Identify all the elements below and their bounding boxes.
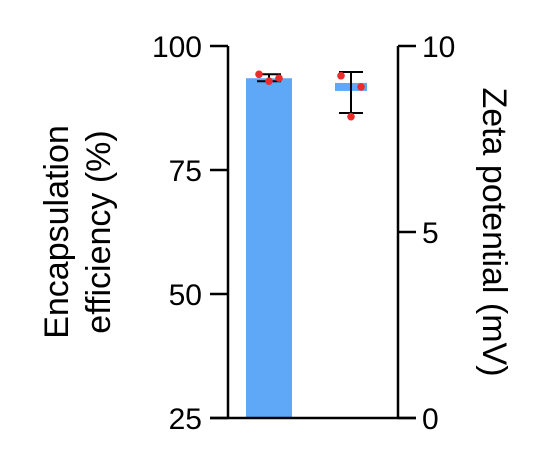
bar-0: [246, 78, 292, 419]
right-axis-title: Zeta potential (mV): [475, 87, 513, 376]
left-y-axis: 25 50 75 100: [152, 31, 230, 436]
left-axis-title-line-2: efficiency (%): [80, 130, 118, 333]
left-tick-label: 50: [169, 279, 202, 312]
data-points-layer: [255, 70, 365, 121]
left-axis-title-line-1: Encapsulation: [38, 125, 76, 339]
left-tick-label: 100: [152, 31, 202, 64]
right-tick-label: 5: [422, 217, 439, 250]
data-point: [357, 83, 365, 91]
data-point: [265, 77, 273, 86]
data-point: [255, 70, 263, 79]
right-tick-label: 0: [422, 403, 439, 436]
right-tick-label: 10: [422, 31, 455, 64]
data-point: [347, 112, 355, 121]
data-point: [337, 71, 345, 80]
bars-layer: [246, 78, 367, 419]
left-tick-label: 25: [169, 403, 202, 436]
left-tick-label: 75: [169, 155, 202, 188]
data-point: [275, 74, 283, 83]
right-y-axis: 0 5 10: [396, 31, 455, 436]
